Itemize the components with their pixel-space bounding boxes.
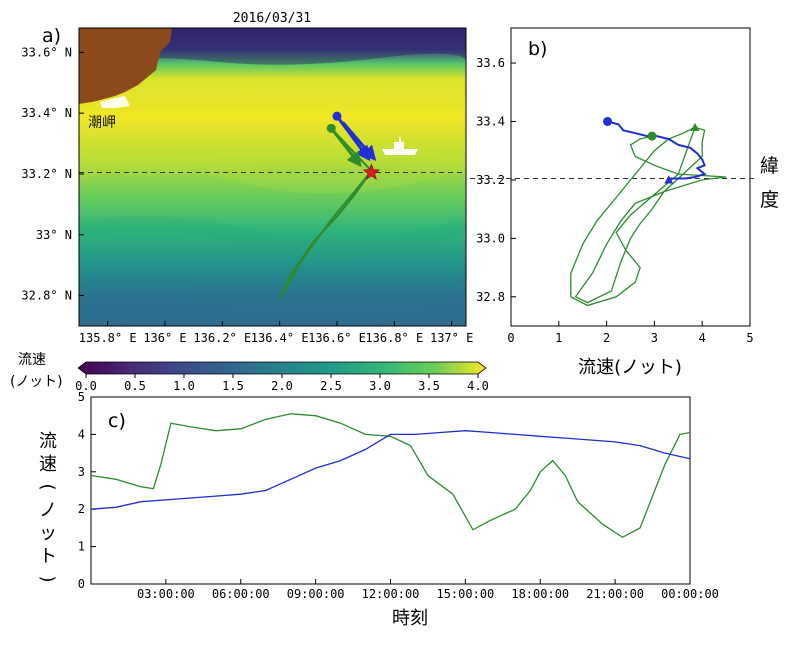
panel-c-xtick-label: 12:00:00: [362, 587, 420, 601]
panel-c-xtick-label: 03:00:00: [137, 587, 195, 601]
colorbar-tick-label: 4.0: [467, 379, 489, 393]
colorbar-label-line1: 流速: [18, 352, 46, 368]
colorbar-tick-label: 1.0: [173, 379, 195, 393]
panel-c-ytick-label: 2: [78, 502, 85, 516]
colorbar-bar: [77, 361, 487, 375]
map-xtick-label: 136.8° E: [365, 331, 423, 345]
panel-c-xtick-label: 15:00:00: [436, 587, 494, 601]
panel-c-ylabel-char: 速: [39, 454, 57, 475]
map-point-start-blue: [332, 111, 342, 121]
panel-b-xtick-label: 5: [746, 331, 753, 345]
panel-c-series-line: [90, 430, 691, 510]
panel-c-ylabel: 流速 ( ノット): [37, 431, 58, 583]
map-xtick-label: 136.6° E: [308, 331, 366, 345]
panel-b-series-line: [570, 126, 727, 307]
panel-b-label: b): [528, 38, 547, 60]
panel-c-xtick-label: 21:00:00: [586, 587, 644, 601]
map-track-return: [278, 170, 373, 300]
panel-c-ytick-label: 4: [78, 427, 85, 441]
current-vector-arrow: [341, 121, 377, 162]
panel-b-start-marker: [603, 116, 613, 126]
map-ytick-label: 33.2° N: [21, 167, 72, 181]
map-xtick-label: 136.2° E: [193, 331, 251, 345]
panel-a-label: a): [42, 25, 61, 47]
panel-b-right-label: 緯 度: [760, 155, 785, 211]
panel-c-ytick-label: 0: [78, 577, 85, 591]
panel-b-ytick-label: 33.4: [476, 114, 505, 128]
panel-b-start-marker: [647, 131, 657, 141]
colorbar: 流速 (ノット) 0.0 0.5 1.0 1.5 2.0 2.5 3.0 3.5 4.0: [10, 352, 489, 393]
panel-b-end-marker: [690, 122, 700, 131]
panel-c-xtick-label: 06:00:00: [212, 587, 270, 601]
panel-b-ytick-label: 33.6: [476, 56, 505, 70]
panel-c-ylabel-char: ): [37, 575, 58, 582]
panel-b-ytick-label: 33.0: [476, 231, 505, 245]
panel-b-xtick-label: 2: [603, 331, 610, 345]
colorbar-label-line2: (ノット): [10, 374, 63, 390]
map-ytick-label: 33.6° N: [21, 45, 72, 59]
colorbar-tick-label: 0.0: [75, 379, 97, 393]
panel-b-ytick-label: 33.2: [476, 173, 505, 187]
panel-b: b) 0 1 2 3 4 5 33.6 33.4 33.2 33.0 32.8 流速(ノット) 緯 …: [470, 27, 785, 378]
panel-b-xtick-label: 3: [651, 331, 658, 345]
panel-c-xlabel: 時刻: [392, 608, 428, 629]
panel-c-ytick-label: 5: [78, 390, 85, 404]
panel-b-end-marker: [664, 175, 674, 184]
current-position-star: [362, 163, 381, 180]
map-title: 2016/03/31: [233, 11, 311, 26]
map-xtick-label: 137° E: [430, 331, 473, 345]
panel-b-xtick-label: 1: [555, 331, 562, 345]
panel-c-xtick-label: 18:00:00: [511, 587, 569, 601]
map-xtick-label: 135.8° E: [79, 331, 137, 345]
land-mass: [79, 28, 172, 104]
ship-icon: [382, 137, 418, 155]
map-ytick-label: 33° N: [36, 228, 72, 242]
panel-b-xtick-label: 0: [507, 331, 514, 345]
map-xtick-label: 136° E: [143, 331, 186, 345]
map-ytick-label: 33.4° N: [21, 106, 72, 120]
panel-b-ytick-label: 32.8: [476, 290, 505, 304]
colorbar-tick-label: 3.0: [369, 379, 391, 393]
panel-b-xtick-label: 4: [699, 331, 706, 345]
land-coast: [100, 96, 130, 108]
panel-c-ylabel-char: ノ: [39, 500, 57, 521]
panel-c-xtick-label: 00:00:00: [661, 587, 719, 601]
place-label: 潮岬: [88, 115, 116, 131]
panel-c-ytick-label: 1: [78, 540, 85, 554]
panel-c-series-line: [90, 413, 691, 539]
colorbar-tick-label: 2.5: [320, 379, 342, 393]
panel-b-frame: [510, 27, 751, 327]
panel-c-label: c): [108, 410, 126, 432]
map-point-start-green: [326, 123, 336, 133]
panel-c-ylabel-char: ト: [39, 546, 57, 567]
panel-b-xlabel: 流速(ノット): [578, 357, 682, 378]
panel-b-series-line: [607, 120, 707, 181]
map-field-texture: [79, 28, 466, 317]
panel-c-xtick-label: 09:00:00: [287, 587, 345, 601]
panel-c-ytick-label: 3: [78, 465, 85, 479]
colorbar-tick-label: 1.5: [222, 379, 244, 393]
map-ytick-label: 32.8° N: [21, 289, 72, 303]
panel-c-frame: [90, 396, 691, 585]
panel-a: 2016/03/31 a) 潮岬: [42, 11, 467, 327]
panel-c-ylabel-char: (: [37, 483, 58, 490]
panel-c-ylabel-char: 流: [39, 431, 57, 452]
colorbar-tick-label: 3.5: [418, 379, 440, 393]
panel-c: c) 03:00:00 06:00:00 09:00:00 12:00:00 15:00…: [37, 390, 719, 629]
colorbar-tick-label: 2.0: [271, 379, 293, 393]
colorbar-tick-label: 0.5: [124, 379, 146, 393]
current-vector-arrow: [330, 127, 362, 168]
map-xtick-label: 136.4° E: [251, 331, 309, 345]
panel-c-ylabel-char: ッ: [39, 523, 57, 544]
